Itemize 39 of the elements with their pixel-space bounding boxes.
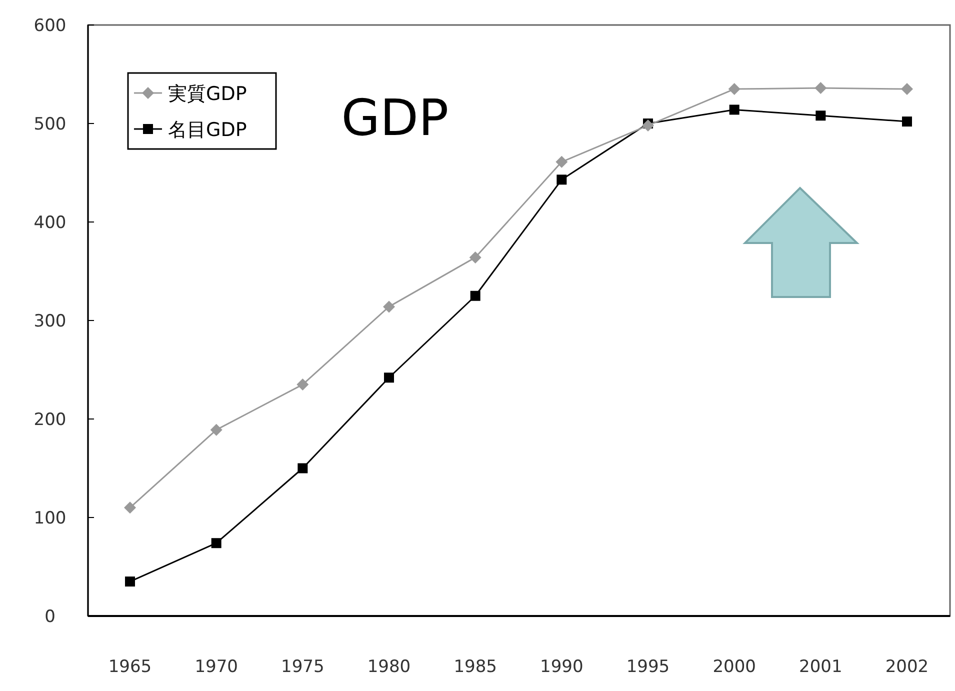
y-tick-label: 500 — [34, 114, 66, 134]
point — [816, 110, 826, 121]
x-tick-label: 2000 — [712, 657, 756, 677]
point — [296, 378, 309, 391]
point — [469, 251, 482, 264]
point — [556, 156, 568, 168]
point — [211, 538, 222, 548]
legend-label: 実質GDP — [168, 83, 247, 105]
point — [642, 119, 654, 132]
point — [901, 83, 913, 96]
point — [470, 290, 480, 301]
point — [729, 104, 740, 115]
x-tick-label: 1995 — [626, 657, 670, 677]
point — [556, 174, 567, 185]
x-tick-label: 1980 — [367, 657, 411, 677]
x-tick-label: 1990 — [540, 657, 584, 677]
point — [383, 300, 395, 313]
x-tick-label: 1985 — [454, 657, 497, 677]
point — [125, 576, 135, 587]
x-tick-label: 1970 — [194, 657, 238, 677]
y-tick-label: 0 — [44, 607, 56, 627]
y-tick-label: 400 — [34, 213, 66, 233]
y-tick-label: 200 — [34, 410, 66, 430]
point — [384, 372, 394, 383]
point — [902, 116, 912, 127]
point — [124, 502, 136, 514]
x-tick-label: 1965 — [108, 657, 152, 677]
x-tick-label: 1975 — [281, 657, 324, 677]
text: GDP — [341, 89, 449, 147]
y-tick-label: 600 — [34, 16, 66, 36]
point — [814, 82, 827, 94]
point — [728, 83, 740, 96]
y-tick-label: 100 — [34, 508, 66, 528]
point — [210, 424, 222, 436]
y-tick-label: 300 — [34, 312, 66, 332]
legend-label: 名目GDP — [168, 119, 247, 141]
point — [298, 463, 308, 474]
x-tick-label: 2002 — [885, 657, 929, 677]
x-tick-label: 2001 — [799, 657, 842, 677]
